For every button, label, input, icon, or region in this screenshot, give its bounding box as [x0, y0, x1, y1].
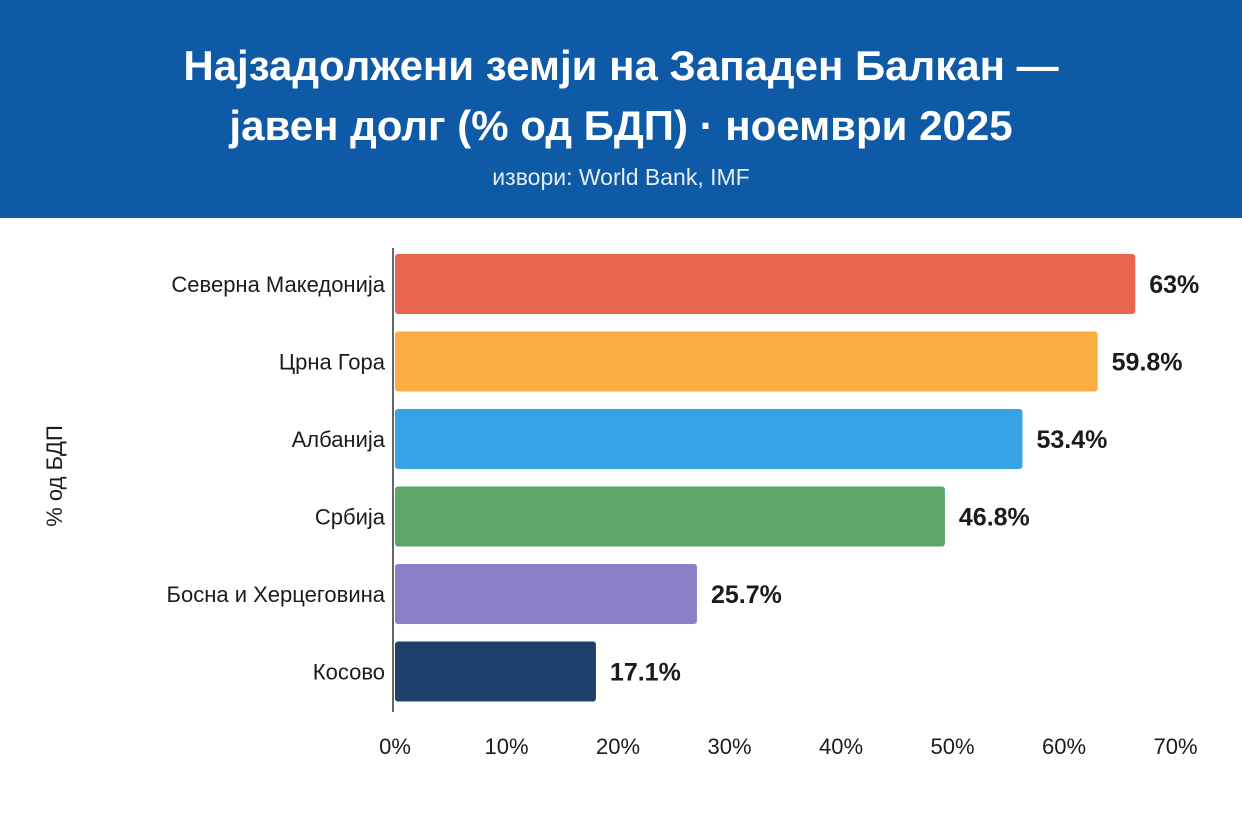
chart-title-line2: јавен долг (% од БДП) · ноември 2025 — [229, 102, 1013, 149]
chart-source: извори: World Bank, IMF — [492, 164, 750, 190]
chart-header: Најзадолжени земји на Западен Балкан — ј… — [0, 0, 1242, 218]
x-tick-label-1: 10% — [484, 734, 528, 759]
x-tick-label-3: 30% — [707, 734, 751, 759]
y-axis-title: % од БДП — [42, 425, 67, 527]
x-tick-label-6: 60% — [1042, 734, 1086, 759]
x-ticks-group: 0% 10% 20% 30% 40% 50% 60% 70% — [379, 734, 1197, 759]
category-label-0: Северна Македонија — [171, 272, 385, 297]
bar-1 — [395, 331, 1098, 392]
category-label-4: Босна и Херцеговина — [167, 582, 386, 607]
category-label-2: Албанија — [292, 427, 386, 452]
value-label-5: 17.1% — [610, 659, 681, 687]
x-tick-label-0: 0% — [379, 734, 411, 759]
bar-2 — [395, 409, 1023, 469]
value-label-0: 63% — [1149, 271, 1199, 299]
bars-group: Северна Македонија 63% Црна Гора 59.8% Албан… — [167, 254, 1199, 702]
bar-3 — [395, 486, 945, 547]
category-label-3: Србија — [315, 505, 386, 530]
x-tick-label-5: 50% — [930, 734, 974, 759]
category-label-5: Косово — [313, 660, 385, 685]
bar-4 — [395, 564, 697, 624]
x-tick-label-2: 20% — [596, 734, 640, 759]
x-tick-label-4: 40% — [819, 734, 863, 759]
value-label-4: 25.7% — [711, 581, 782, 609]
value-label-2: 53.4% — [1036, 426, 1107, 454]
bar-0 — [395, 254, 1136, 314]
category-label-1: Црна Гора — [279, 350, 386, 375]
chart-title-line1: Најзадолжени земји на Западен Балкан — — [183, 42, 1059, 89]
value-label-1: 59.8% — [1112, 349, 1183, 377]
chart-title: Најзадолжени земји на Западен Балкан — ј… — [0, 36, 1242, 156]
x-tick-label-7: 70% — [1153, 734, 1197, 759]
bar-5 — [395, 641, 596, 702]
value-label-3: 46.8% — [959, 504, 1030, 532]
bar-chart: % од БДП Северна Македонија 63% Црна Гора 5… — [42, 248, 1199, 759]
